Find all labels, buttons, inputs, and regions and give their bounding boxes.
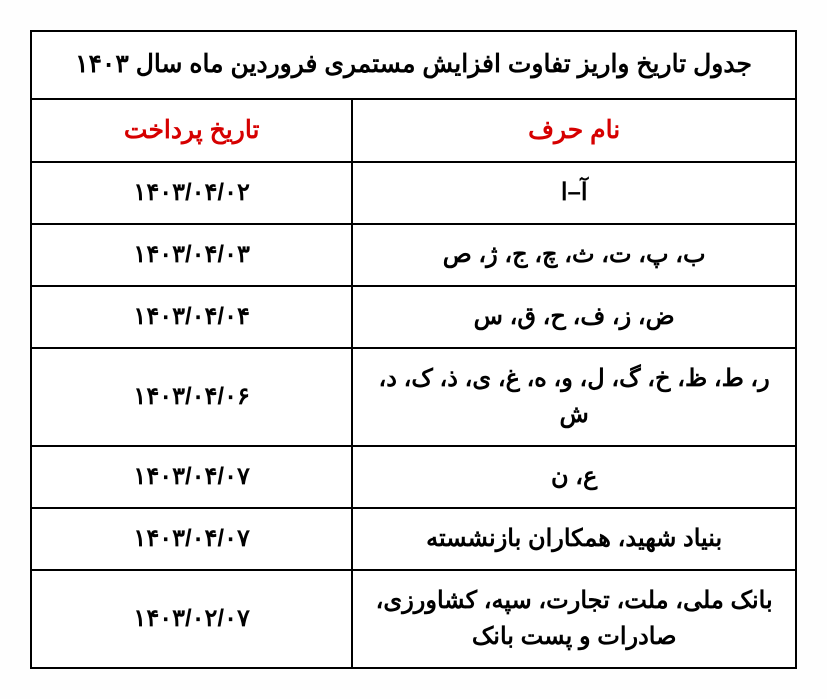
cell-letter: ع، ن — [352, 446, 796, 508]
table-row: ب، پ، ت، ث، چ، ج، ژ، ص ۱۴۰۳/۰۴/۰۳ — [31, 224, 796, 286]
table-row: ر، ط، ظ، خ، گ، ل، و، ه، غ، ی، ذ، ک، د، ش… — [31, 348, 796, 446]
table-row: ع، ن ۱۴۰۳/۰۴/۰۷ — [31, 446, 796, 508]
cell-date: ۱۴۰۳/۰۴/۰۴ — [31, 286, 352, 348]
cell-date: ۱۴۰۳/۰۴/۰۲ — [31, 162, 352, 224]
table-row: بانک ملی، ملت، تجارت، سپه، کشاورزی، صادر… — [31, 570, 796, 668]
column-header-letter: نام حرف — [352, 99, 796, 163]
cell-letter: ب، پ، ت، ث، چ، ج، ژ، ص — [352, 224, 796, 286]
cell-date: ۱۴۰۳/۰۴/۰۶ — [31, 348, 352, 446]
deposit-schedule-table: جدول تاریخ واریز تفاوت افزایش مستمری فرو… — [30, 30, 797, 669]
title-row: جدول تاریخ واریز تفاوت افزایش مستمری فرو… — [31, 31, 796, 99]
header-row: نام حرف تاریخ پرداخت — [31, 99, 796, 163]
table-row: ض، ز، ف، ح، ق، س ۱۴۰۳/۰۴/۰۴ — [31, 286, 796, 348]
cell-date: ۱۴۰۳/۰۴/۰۳ — [31, 224, 352, 286]
table-row: بنیاد شهید، همکاران بازنشسته ۱۴۰۳/۰۴/۰۷ — [31, 508, 796, 570]
cell-letter: ر، ط، ظ، خ، گ، ل، و، ه، غ، ی، ذ، ک، د، ش — [352, 348, 796, 446]
cell-date: ۱۴۰۳/۰۴/۰۷ — [31, 508, 352, 570]
cell-date: ۱۴۰۳/۰۲/۰۷ — [31, 570, 352, 668]
table-title: جدول تاریخ واریز تفاوت افزایش مستمری فرو… — [31, 31, 796, 99]
table-row: آ–ا ۱۴۰۳/۰۴/۰۲ — [31, 162, 796, 224]
cell-letter: بانک ملی، ملت، تجارت، سپه، کشاورزی، صادر… — [352, 570, 796, 668]
cell-letter: بنیاد شهید، همکاران بازنشسته — [352, 508, 796, 570]
column-header-date: تاریخ پرداخت — [31, 99, 352, 163]
cell-date: ۱۴۰۳/۰۴/۰۷ — [31, 446, 352, 508]
cell-letter: ض، ز، ف، ح، ق، س — [352, 286, 796, 348]
cell-letter: آ–ا — [352, 162, 796, 224]
table: جدول تاریخ واریز تفاوت افزایش مستمری فرو… — [30, 30, 797, 669]
